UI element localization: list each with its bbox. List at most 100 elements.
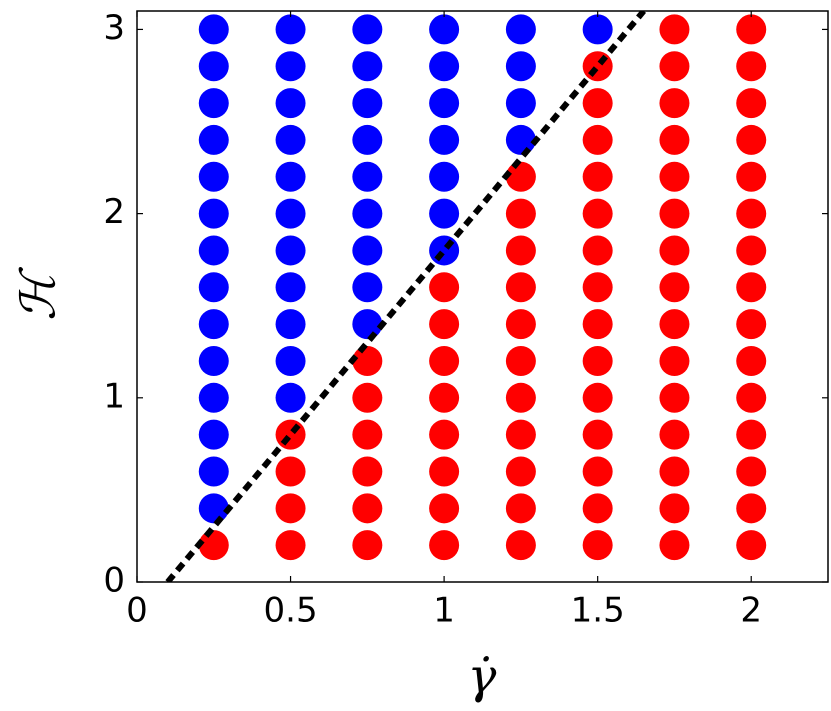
point (429, 51, 460, 82)
point (198, 51, 229, 82)
point (582, 198, 613, 229)
point (659, 51, 690, 82)
point (352, 530, 383, 561)
point (505, 309, 536, 340)
point (429, 493, 460, 524)
point (736, 14, 767, 45)
point (352, 272, 383, 303)
point (275, 456, 306, 487)
point (198, 382, 229, 413)
x-axis-label: γ̇ (468, 649, 497, 705)
point (505, 198, 536, 229)
point (505, 530, 536, 561)
point (505, 493, 536, 524)
point (275, 124, 306, 155)
point (582, 309, 613, 340)
point (198, 124, 229, 155)
point (198, 235, 229, 266)
point (429, 419, 460, 450)
point (198, 530, 229, 561)
point (198, 88, 229, 119)
x-tick-label: 2 (740, 591, 762, 631)
point (429, 14, 460, 45)
point (429, 198, 460, 229)
point (505, 272, 536, 303)
point (275, 198, 306, 229)
point (582, 272, 613, 303)
point (429, 530, 460, 561)
point (736, 198, 767, 229)
point (582, 493, 613, 524)
point (275, 530, 306, 561)
point (275, 161, 306, 192)
x-tick-label: 1.5 (571, 591, 625, 631)
point (352, 456, 383, 487)
point (429, 382, 460, 413)
point (659, 493, 690, 524)
point (275, 419, 306, 450)
point (505, 419, 536, 450)
point (505, 345, 536, 376)
boundary-line (165, 11, 647, 582)
point (352, 161, 383, 192)
point (505, 161, 536, 192)
y-tick-label: 3 (103, 8, 125, 48)
point (736, 419, 767, 450)
point (198, 456, 229, 487)
point (275, 51, 306, 82)
y-tick-label: 1 (103, 376, 125, 416)
point (736, 272, 767, 303)
point (429, 235, 460, 266)
point (352, 493, 383, 524)
point (582, 161, 613, 192)
point (659, 456, 690, 487)
point (582, 124, 613, 155)
point (659, 345, 690, 376)
point (736, 493, 767, 524)
point (659, 14, 690, 45)
point (582, 345, 613, 376)
point (275, 235, 306, 266)
point (275, 382, 306, 413)
point (352, 88, 383, 119)
point (736, 235, 767, 266)
point (659, 419, 690, 450)
point (736, 345, 767, 376)
point (198, 419, 229, 450)
point (275, 309, 306, 340)
point (429, 309, 460, 340)
point (198, 14, 229, 45)
point (275, 88, 306, 119)
point (505, 382, 536, 413)
point (659, 161, 690, 192)
point (198, 161, 229, 192)
point (429, 124, 460, 155)
point (582, 14, 613, 45)
point (275, 493, 306, 524)
point (429, 272, 460, 303)
point (736, 124, 767, 155)
point (659, 88, 690, 119)
point (198, 198, 229, 229)
point (429, 88, 460, 119)
point (505, 235, 536, 266)
point (352, 345, 383, 376)
y-tick-label: 0 (103, 561, 125, 601)
point (582, 235, 613, 266)
point (352, 198, 383, 229)
point (659, 198, 690, 229)
point (198, 272, 229, 303)
point (659, 235, 690, 266)
point (659, 272, 690, 303)
point (736, 309, 767, 340)
point (505, 51, 536, 82)
plot-area (165, 11, 767, 582)
point (198, 345, 229, 376)
point (429, 456, 460, 487)
point (352, 309, 383, 340)
point (736, 530, 767, 561)
point (582, 419, 613, 450)
point (352, 51, 383, 82)
point (275, 272, 306, 303)
